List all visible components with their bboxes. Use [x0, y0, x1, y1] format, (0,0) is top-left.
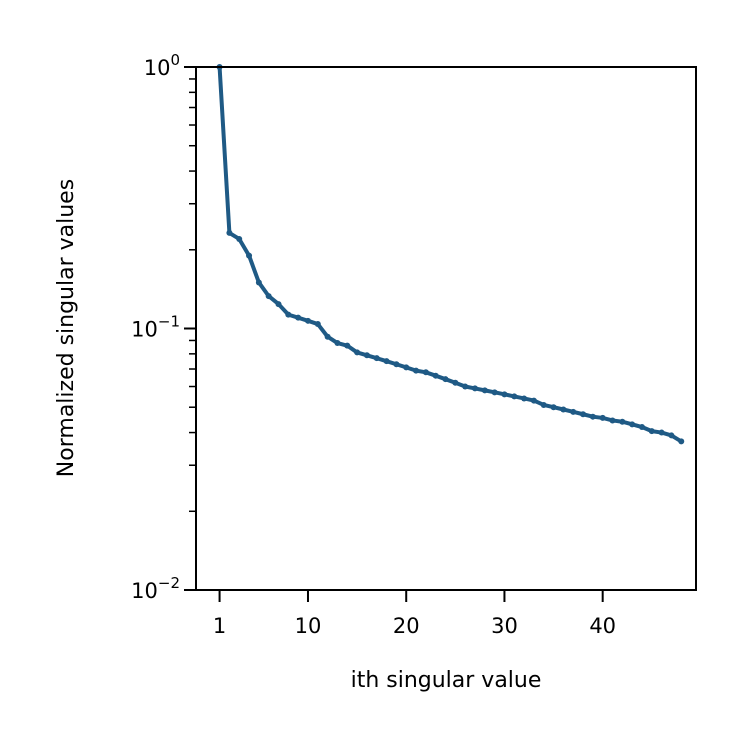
series-point [629, 421, 636, 428]
series-point [246, 252, 253, 259]
series-point [334, 340, 341, 347]
series-point [363, 352, 370, 359]
x-tick-label: 1 [213, 614, 226, 638]
series-point [275, 301, 282, 308]
series-point [324, 333, 331, 340]
series-point [511, 393, 518, 400]
series-point [521, 395, 528, 402]
series-point [471, 385, 478, 392]
series-point [658, 429, 665, 436]
series-point [501, 391, 508, 398]
series-point [550, 404, 557, 411]
x-tick-label: 30 [491, 614, 518, 638]
x-axis-label: ith singular value [351, 668, 542, 693]
series-point [304, 317, 311, 324]
series-point [609, 417, 616, 424]
series-point [314, 321, 321, 328]
series-point [285, 311, 292, 318]
series-point [236, 235, 243, 242]
y-tick-label: 10−1 [131, 313, 180, 342]
x-tick-label: 10 [295, 614, 322, 638]
series-point [255, 279, 262, 286]
x-tick-label: 40 [589, 614, 616, 638]
series-point [383, 358, 390, 365]
series-point [570, 408, 577, 415]
series-point [589, 413, 596, 420]
series-point [638, 424, 645, 431]
series-point [619, 418, 626, 425]
series-point [648, 428, 655, 435]
series-point [413, 367, 420, 374]
series-point [226, 229, 233, 236]
series-point [580, 411, 587, 418]
series-point [481, 387, 488, 394]
series-point [452, 379, 459, 386]
plot-frame [195, 66, 697, 591]
series-point [393, 361, 400, 368]
series-point [403, 364, 410, 371]
series-point [442, 376, 449, 383]
y-tick-label: 10−2 [131, 574, 180, 603]
series-point [668, 432, 675, 439]
y-tick-label: 100 [144, 51, 180, 80]
series-point [344, 342, 351, 349]
axis-ticks [184, 66, 604, 602]
series-point [491, 389, 498, 396]
series-point [599, 414, 606, 421]
series-point [678, 438, 685, 445]
series-point [462, 383, 469, 390]
y-axis-label: Normalized singular values [54, 179, 79, 477]
series-layer [216, 64, 685, 445]
series-point [432, 372, 439, 379]
series-point [530, 397, 537, 404]
tick-labels: 100 10−1 10−2 1 10 20 30 40 [131, 51, 616, 638]
series-point [422, 369, 429, 376]
series-point [265, 293, 272, 300]
series-point [295, 314, 302, 321]
series-point [560, 406, 567, 413]
y-minor-ticks [189, 78, 196, 513]
series-point [373, 355, 380, 362]
series-point [354, 349, 361, 356]
series-point [540, 401, 547, 408]
x-tick-label: 20 [393, 614, 420, 638]
